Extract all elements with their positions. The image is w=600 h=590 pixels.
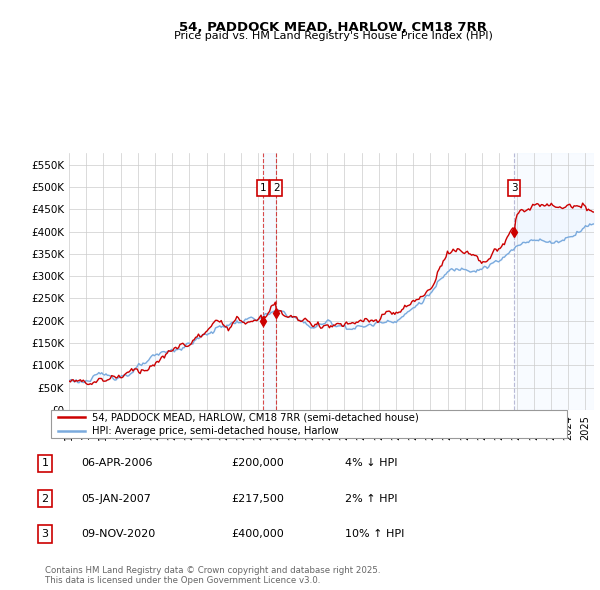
- Text: 09-NOV-2020: 09-NOV-2020: [81, 529, 155, 539]
- Bar: [263, 153, 276, 410]
- Text: £217,500: £217,500: [231, 494, 284, 503]
- Text: 54, PADDOCK MEAD, HARLOW, CM18 7RR (semi-detached house): 54, PADDOCK MEAD, HARLOW, CM18 7RR (semi…: [92, 412, 419, 422]
- Text: £200,000: £200,000: [231, 458, 284, 468]
- Text: 2: 2: [273, 183, 280, 193]
- Text: HPI: Average price, semi-detached house, Harlow: HPI: Average price, semi-detached house,…: [92, 426, 339, 436]
- Text: £400,000: £400,000: [231, 529, 284, 539]
- Text: 1: 1: [260, 183, 266, 193]
- Text: 4% ↓ HPI: 4% ↓ HPI: [345, 458, 398, 468]
- Text: 2: 2: [41, 494, 49, 503]
- Bar: [514, 153, 594, 410]
- Text: 1: 1: [41, 458, 49, 468]
- Text: 2% ↑ HPI: 2% ↑ HPI: [345, 494, 398, 503]
- Text: 3: 3: [511, 183, 517, 193]
- Text: 54, PADDOCK MEAD, HARLOW, CM18 7RR: 54, PADDOCK MEAD, HARLOW, CM18 7RR: [179, 21, 487, 34]
- Text: 10% ↑ HPI: 10% ↑ HPI: [345, 529, 404, 539]
- Text: Price paid vs. HM Land Registry's House Price Index (HPI): Price paid vs. HM Land Registry's House …: [173, 31, 493, 41]
- Text: Contains HM Land Registry data © Crown copyright and database right 2025.
This d: Contains HM Land Registry data © Crown c…: [45, 566, 380, 585]
- Text: 3: 3: [41, 529, 49, 539]
- FancyBboxPatch shape: [50, 411, 568, 438]
- Text: 05-JAN-2007: 05-JAN-2007: [81, 494, 151, 503]
- Text: 06-APR-2006: 06-APR-2006: [81, 458, 152, 468]
